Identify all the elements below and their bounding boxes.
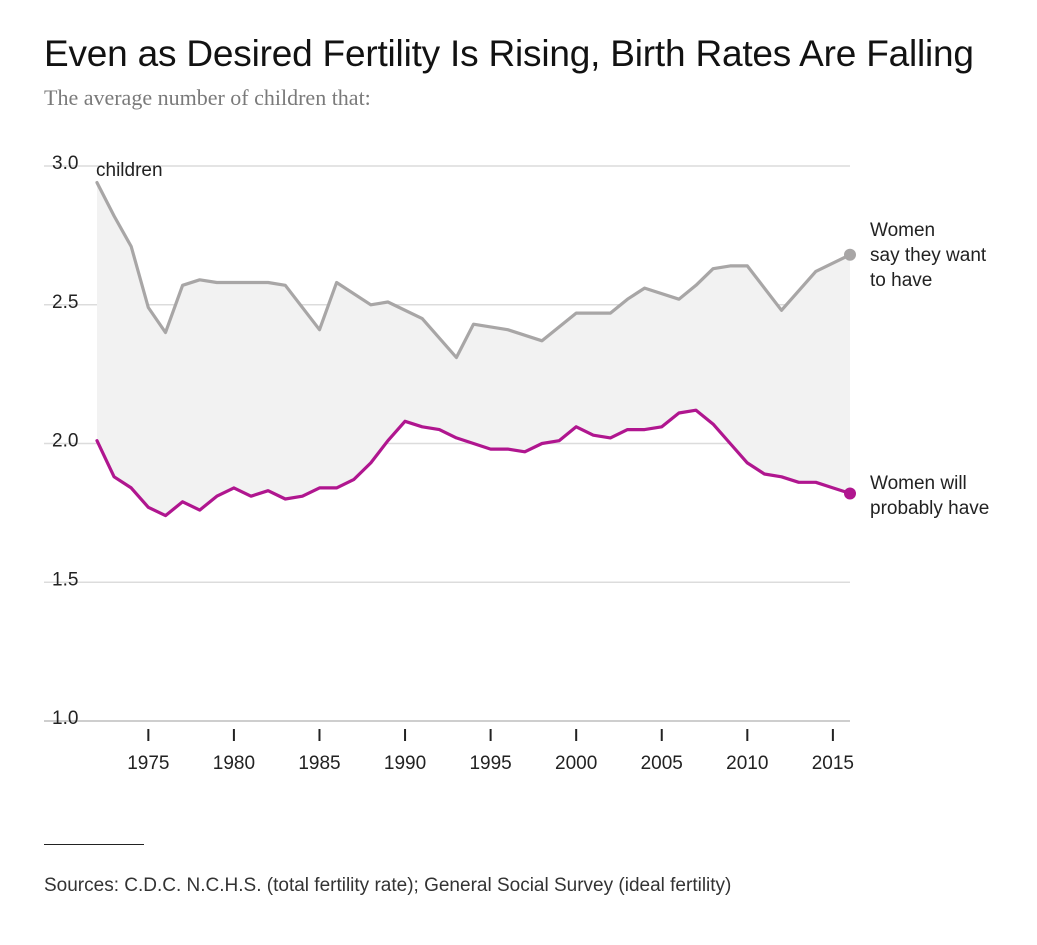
x-tick-label: 1975: [127, 753, 169, 774]
x-tick-label: 2015: [812, 753, 854, 774]
x-tick-label: 2000: [555, 753, 597, 774]
chart-title: Even as Desired Fertility Is Rising, Bir…: [44, 33, 974, 74]
series-label-line: Women will: [870, 473, 967, 494]
series-label-want: Women say they want to have: [870, 220, 987, 291]
series-label-will-have: Women will probably have: [870, 473, 989, 519]
source-note: Sources: C.D.C. N.C.H.S. (total fertilit…: [44, 875, 732, 896]
x-tick-label: 1980: [213, 753, 255, 774]
x-tick-label: 2005: [641, 753, 683, 774]
source-divider: [44, 844, 144, 845]
y-tick-label: 1.5: [52, 569, 78, 590]
y-axis-label: children: [96, 160, 163, 181]
x-tick-label: 1995: [469, 753, 511, 774]
series-label-line: Women: [870, 220, 935, 241]
x-axis-ticks: 1975 1980 1985 1990 1995 2000 2005 2010 2015: [127, 729, 854, 774]
series-label-line: to have: [870, 270, 932, 291]
series-lines: [95, 181, 856, 518]
x-tick-label: 2010: [726, 753, 768, 774]
x-tick-label: 1990: [384, 753, 426, 774]
y-axis-ticks: 1.0 1.5 2.0 2.5 3.0 children: [52, 153, 163, 729]
series-label-line: probably have: [870, 498, 989, 519]
shaded-gap-band: [97, 182, 850, 516]
series-labels: Women say they want to have Women will proba…: [870, 220, 989, 519]
series-line-want: [95, 181, 852, 360]
y-tick-label: 2.5: [52, 292, 78, 313]
y-tick-label: 1.0: [52, 708, 78, 729]
y-tick-label: 3.0: [52, 153, 78, 174]
chart-subtitle: The average number of children that:: [44, 85, 371, 110]
series-endpoint-will-have: [844, 487, 856, 500]
series-line-will-have: [95, 408, 852, 518]
series-endpoint-want: [844, 248, 856, 261]
series-label-line: say they want: [870, 245, 987, 266]
y-tick-label: 2.0: [52, 431, 78, 452]
x-tick-label: 1985: [298, 753, 340, 774]
